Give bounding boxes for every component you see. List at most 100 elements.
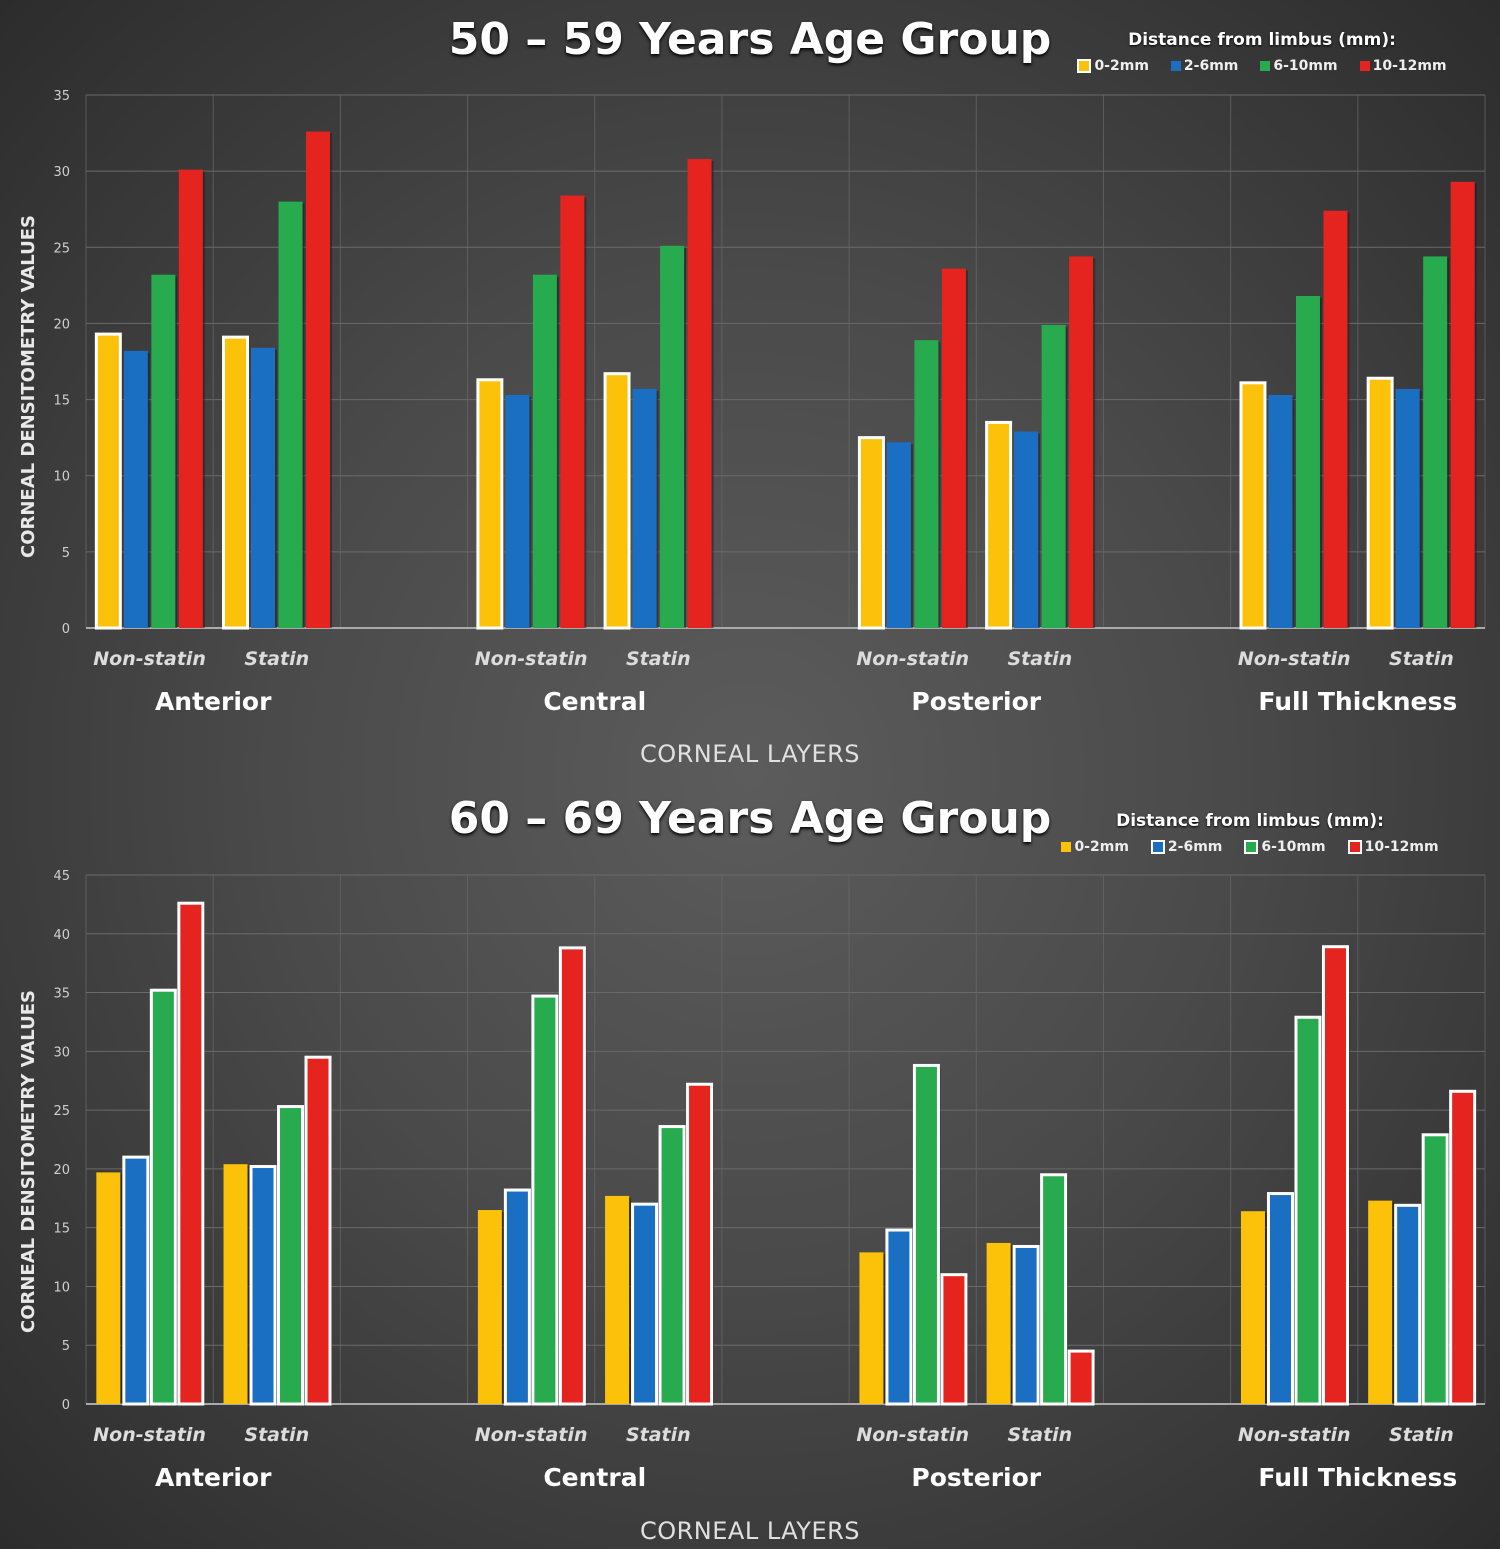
legend-item: 6-10mm bbox=[1244, 839, 1326, 855]
chart-title: 60 – 69 Years Age Group bbox=[448, 793, 1052, 844]
legend-swatch bbox=[1359, 61, 1370, 71]
bar-6-10mm-anterior-statin bbox=[277, 1105, 305, 1406]
legend-label: 6-10mm bbox=[1261, 839, 1326, 855]
bar-2-6mm-central-non-statin bbox=[505, 395, 530, 628]
chart-title: 50 – 59 Years Age Group bbox=[448, 14, 1052, 65]
bar-chart-50-59: 0 5 10 15 20 25 30 35 Non-statin Statin Anterior No… bbox=[53, 89, 1486, 716]
bar-6-10mm-full-thickness-statin bbox=[1423, 256, 1448, 628]
bar-2-6mm-anterior-statin bbox=[249, 1165, 277, 1406]
y-tick-label: 25 bbox=[53, 1104, 70, 1119]
group-label: Central bbox=[543, 687, 646, 716]
bar-2-6mm-full-thickness-statin bbox=[1395, 388, 1420, 628]
subgroup-label: Statin bbox=[626, 1424, 691, 1446]
subgroup-label: Non-statin bbox=[93, 648, 206, 670]
y-tick-label: 5 bbox=[62, 1339, 70, 1354]
legend-items: 0-2mm 2-6mm 6-10mm 10-12mm bbox=[1030, 839, 1470, 855]
legend-item: 6-10mm bbox=[1260, 58, 1338, 74]
y-tick-label: 30 bbox=[53, 1045, 70, 1060]
bar-10-12mm-full-thickness-statin bbox=[1449, 1089, 1477, 1406]
legend-items: 0-2mm 2-6mm 6-10mm 10-12mm bbox=[1042, 58, 1482, 74]
subgroup-label: Non-statin bbox=[475, 1424, 588, 1446]
subgroup-label: Non-statin bbox=[93, 1424, 206, 1446]
bar-10-12mm-full-thickness-non-statin bbox=[1323, 210, 1348, 629]
subgroup-label: Statin bbox=[1389, 1424, 1454, 1446]
bar-10-12mm-posterior-non-statin bbox=[940, 1273, 968, 1406]
legend-swatch bbox=[1347, 840, 1362, 854]
bar-6-10mm-posterior-non-statin bbox=[914, 340, 939, 628]
bar-0-2mm-full-thickness-non-statin bbox=[1240, 1211, 1265, 1404]
bar-2-6mm-anterior-non-statin bbox=[122, 1155, 150, 1406]
subgroup-label: Non-statin bbox=[1238, 1424, 1351, 1446]
legend-item: 10-12mm bbox=[1359, 58, 1447, 74]
bar-0-2mm-posterior-statin bbox=[985, 420, 1013, 630]
group-label: Anterior bbox=[155, 1463, 272, 1492]
legend-swatch bbox=[1170, 61, 1181, 71]
legend-title: Distance from limbus (mm): bbox=[1128, 30, 1396, 50]
bar-6-10mm-anterior-statin bbox=[278, 201, 303, 628]
y-tick-label: 35 bbox=[53, 89, 70, 104]
legend-label: 2-6mm bbox=[1183, 58, 1239, 74]
bar-2-6mm-anterior-non-statin bbox=[123, 350, 148, 628]
legend-swatch bbox=[1150, 840, 1165, 854]
bar-0-2mm-anterior-non-statin bbox=[94, 332, 122, 630]
bar-0-2mm-posterior-non-statin bbox=[859, 1252, 884, 1404]
bar-2-6mm-full-thickness-non-statin bbox=[1268, 395, 1293, 628]
group-label: Posterior bbox=[911, 1463, 1041, 1492]
subgroup-label: Statin bbox=[244, 648, 309, 670]
legend-item: 0-2mm bbox=[1061, 839, 1129, 855]
bar-2-6mm-posterior-statin bbox=[1014, 431, 1039, 628]
bar-10-12mm-central-statin bbox=[687, 158, 712, 628]
legend-swatch bbox=[1260, 61, 1271, 71]
legend-item: 0-2mm bbox=[1077, 58, 1149, 74]
y-tick-label: 0 bbox=[62, 622, 70, 637]
subgroup-label: Statin bbox=[1008, 1424, 1073, 1446]
bar-2-6mm-central-non-statin bbox=[503, 1188, 531, 1406]
y-tick-label: 5 bbox=[62, 546, 70, 561]
bar-10-12mm-anterior-non-statin bbox=[178, 169, 203, 628]
group-label: Posterior bbox=[911, 687, 1041, 716]
y-tick-label: 45 bbox=[53, 869, 70, 884]
legend-item: 10-12mm bbox=[1347, 839, 1439, 855]
subgroup-label: Statin bbox=[1008, 648, 1073, 670]
legend: Distance from limbus (mm): 0-2mm 2-6mm 6-1… bbox=[1042, 30, 1482, 74]
legend-label: 0-2mm bbox=[1074, 839, 1129, 855]
subgroup-label: Statin bbox=[1389, 648, 1454, 670]
legend-label: 2-6mm bbox=[1167, 839, 1223, 855]
y-tick-label: 30 bbox=[53, 165, 70, 180]
bar-10-12mm-anterior-statin bbox=[306, 131, 331, 628]
bar-2-6mm-full-thickness-non-statin bbox=[1266, 1192, 1294, 1406]
bar-6-10mm-central-non-statin bbox=[531, 994, 559, 1406]
y-tick-label: 15 bbox=[53, 394, 70, 409]
bar-10-12mm-posterior-non-statin bbox=[941, 268, 966, 628]
y-tick-label: 10 bbox=[53, 470, 70, 485]
bar-0-2mm-anterior-statin bbox=[223, 1164, 248, 1404]
bar-6-10mm-anterior-non-statin bbox=[149, 988, 177, 1406]
subgroup-label: Non-statin bbox=[1238, 648, 1351, 670]
bar-10-12mm-full-thickness-statin bbox=[1450, 181, 1475, 628]
bar-10-12mm-posterior-statin bbox=[1069, 256, 1094, 628]
legend-swatch bbox=[1077, 59, 1092, 73]
legend-label: 10-12mm bbox=[1364, 839, 1439, 855]
bar-0-2mm-full-thickness-statin bbox=[1368, 1200, 1393, 1404]
group-label: Central bbox=[543, 1463, 646, 1492]
subgroup-label: Non-statin bbox=[475, 648, 588, 670]
bar-0-2mm-full-thickness-statin bbox=[1366, 376, 1394, 630]
group-label: Full Thickness bbox=[1258, 1463, 1457, 1492]
bar-10-12mm-anterior-statin bbox=[304, 1055, 332, 1406]
bar-6-10mm-full-thickness-non-statin bbox=[1294, 1015, 1322, 1406]
bar-6-10mm-posterior-statin bbox=[1040, 1173, 1068, 1406]
y-tick-label: 10 bbox=[53, 1280, 70, 1295]
y-tick-label: 35 bbox=[53, 987, 70, 1002]
bar-0-2mm-central-non-statin bbox=[477, 1210, 502, 1404]
y-tick-label: 15 bbox=[53, 1222, 70, 1237]
legend-label: 10-12mm bbox=[1372, 58, 1447, 74]
subgroup-label: Statin bbox=[244, 1424, 309, 1446]
y-tick-label: 20 bbox=[53, 317, 70, 332]
subgroup-label: Non-statin bbox=[856, 648, 969, 670]
bar-10-12mm-central-non-statin bbox=[558, 946, 586, 1406]
subgroup-label: Non-statin bbox=[856, 1424, 969, 1446]
chart-panel-50-59: 50 – 59 Years Age Group Distance from li… bbox=[18, 14, 1486, 768]
bar-10-12mm-anterior-non-statin bbox=[177, 901, 205, 1406]
bar-0-2mm-central-non-statin bbox=[476, 378, 504, 630]
legend-item: 2-6mm bbox=[1150, 839, 1223, 855]
